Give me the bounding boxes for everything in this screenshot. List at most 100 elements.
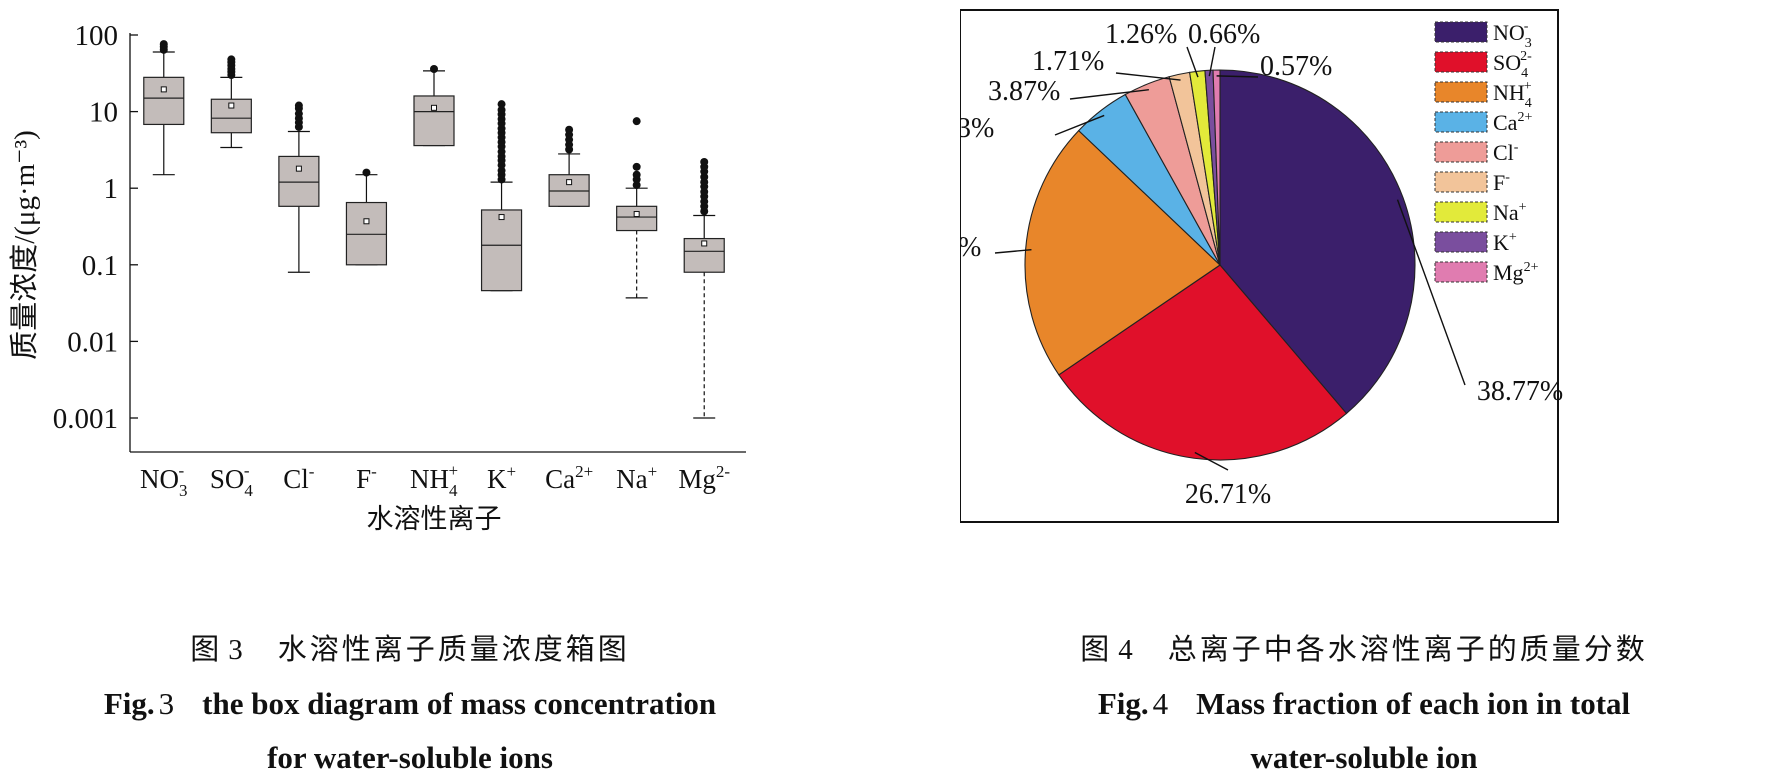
outlier-point xyxy=(294,101,303,110)
mean-marker xyxy=(498,214,505,221)
outlier-point xyxy=(362,168,371,177)
outlier-point xyxy=(700,157,709,166)
leader-line xyxy=(1186,46,1199,78)
slice-label: 4.83% xyxy=(960,113,994,144)
x-axis-title: 水溶性离子 xyxy=(367,504,502,534)
mean-marker xyxy=(633,211,640,218)
outlier-point xyxy=(700,173,709,182)
x-tick-label: SO4- xyxy=(210,461,254,500)
fig3-caption-en-label: Fig. xyxy=(103,686,155,721)
outlier-point xyxy=(632,162,641,171)
legend-label: Mg2+ xyxy=(1493,260,1539,285)
slice-label: 38.77% xyxy=(1477,376,1563,407)
fig3-caption-cn-label: 图 xyxy=(190,632,223,666)
x-tick-label: NH4+ xyxy=(410,461,458,500)
slice-label: 1.71% xyxy=(1032,46,1104,77)
y-tick-label: 1 xyxy=(104,173,119,205)
x-tick-label: Mg2- xyxy=(678,462,730,494)
y-tick-label: 100 xyxy=(75,20,119,52)
x-tick-label: K+ xyxy=(487,462,516,494)
y-tick-label: 0.1 xyxy=(82,250,118,282)
fig3-caption-en-text-1: the box diagram of mass concentration xyxy=(202,686,717,721)
box-F- xyxy=(345,168,388,266)
legend-label: Cl- xyxy=(1493,140,1519,165)
legend-swatch xyxy=(1434,261,1488,283)
y-tick-label: 0.001 xyxy=(53,403,118,435)
pie-slice-Mg2+ xyxy=(1212,69,1221,266)
box-iqr xyxy=(413,95,455,147)
fig3-caption-cn-text: 水溶性离子质量浓度箱图 xyxy=(277,632,630,666)
legend-label: NO3- xyxy=(1493,19,1532,51)
slice-label: 0.66% xyxy=(1188,19,1260,50)
legend-swatch xyxy=(1434,231,1488,253)
leader-line xyxy=(1054,114,1105,136)
pie-slice-SO4 2- xyxy=(1058,264,1348,461)
legend-swatch xyxy=(1434,111,1488,133)
box-NH4+ xyxy=(413,64,455,147)
leader-line xyxy=(1396,199,1466,386)
x-tick-label: F- xyxy=(356,462,377,494)
y-tick-label: 0.01 xyxy=(67,326,118,358)
box-Na+ xyxy=(616,117,658,299)
x-tick-label: NO3- xyxy=(140,461,188,500)
box-iqr xyxy=(480,209,523,292)
mean-marker xyxy=(566,179,573,186)
fig4-caption-en-line2: water-soluble ion xyxy=(1250,740,1478,775)
fig3-caption-en-line1: Fig. 3 the box diagram of mass concentrati… xyxy=(0,686,820,722)
fig3-caption-cn: 图 3 水溶性离子质量浓度箱图 xyxy=(0,626,820,668)
pie-chart: 38.77% 26.71% 21.62% 4.83% 3.87%1.71%1.26% 0.… xyxy=(895,9,1563,523)
box-Mg2- xyxy=(683,157,725,419)
slice-label: 21.62% xyxy=(960,232,981,263)
mean-marker xyxy=(363,218,370,225)
x-tick-label: Na+ xyxy=(616,462,657,494)
mean-marker xyxy=(160,86,167,93)
mean-marker xyxy=(701,240,708,247)
fig4-caption-en-label: Fig. xyxy=(1097,686,1149,721)
legend-swatch xyxy=(1434,201,1488,223)
leader-line xyxy=(1208,46,1216,77)
fig3-caption-cn-number: 3 xyxy=(228,634,246,666)
box-plot-chart: 100 10 1 0.1 0.01 0.001 质量浓度/(μg·m⁻³) 水溶性离子 NO3-… xyxy=(8,20,746,534)
legend-label: F- xyxy=(1493,170,1510,195)
legend-swatch xyxy=(1434,51,1488,73)
outlier-point xyxy=(159,40,168,49)
box-K+ xyxy=(480,100,523,292)
legend-label: Ca2+ xyxy=(1493,110,1532,135)
legend-label: SO42- xyxy=(1493,49,1532,81)
fig3-caption-en-number: 3 xyxy=(158,686,175,721)
mean-marker xyxy=(228,102,235,109)
fig4-caption-cn-label: 图 xyxy=(1080,632,1113,666)
legend-swatch xyxy=(1434,171,1488,193)
box-iqr xyxy=(616,205,658,232)
box-Ca2+ xyxy=(548,125,590,207)
fig4-caption-en-line1: Fig. 4 Mass fraction of each ion in total xyxy=(960,686,1768,722)
fig4-caption-en-number: 4 xyxy=(1152,686,1169,721)
legend-label: Na+ xyxy=(1493,200,1527,225)
fig4-caption-cn-text: 总离子中各水溶性离子的质量分数 xyxy=(1167,632,1648,666)
slice-label: 1.26% xyxy=(1105,19,1177,50)
slice-label: 0.57% xyxy=(1260,51,1332,82)
legend-label: NH4+ xyxy=(1493,79,1532,111)
legend-label: K+ xyxy=(1493,230,1517,255)
fig3-caption-en-line2: for water-soluble ions xyxy=(267,740,553,775)
leader-line xyxy=(1216,75,1259,78)
x-tick-label: Ca2+ xyxy=(545,462,593,494)
box-SO4- xyxy=(210,55,252,149)
fig4-caption-cn-number: 4 xyxy=(1118,634,1136,666)
fig4-caption-en-text-1: Mass fraction of each ion in total xyxy=(1196,686,1631,721)
leader-line xyxy=(1069,89,1149,100)
legend-swatch xyxy=(1434,21,1488,43)
pie-slice-NO3- xyxy=(1219,69,1416,415)
slice-label: 26.71% xyxy=(1185,479,1271,510)
box-iqr xyxy=(143,76,185,126)
outlier-point xyxy=(497,105,506,114)
y-axis-title: 质量浓度/(μg·m⁻³) xyxy=(8,130,41,360)
outlier-point xyxy=(632,181,641,190)
mean-marker xyxy=(295,165,302,172)
outlier-point xyxy=(632,170,641,179)
pie-slice-NH4+ xyxy=(1024,129,1221,376)
box-iqr xyxy=(278,155,320,207)
outlier-point xyxy=(227,55,236,64)
box-Cl- xyxy=(278,101,320,273)
mean-marker xyxy=(431,104,437,111)
